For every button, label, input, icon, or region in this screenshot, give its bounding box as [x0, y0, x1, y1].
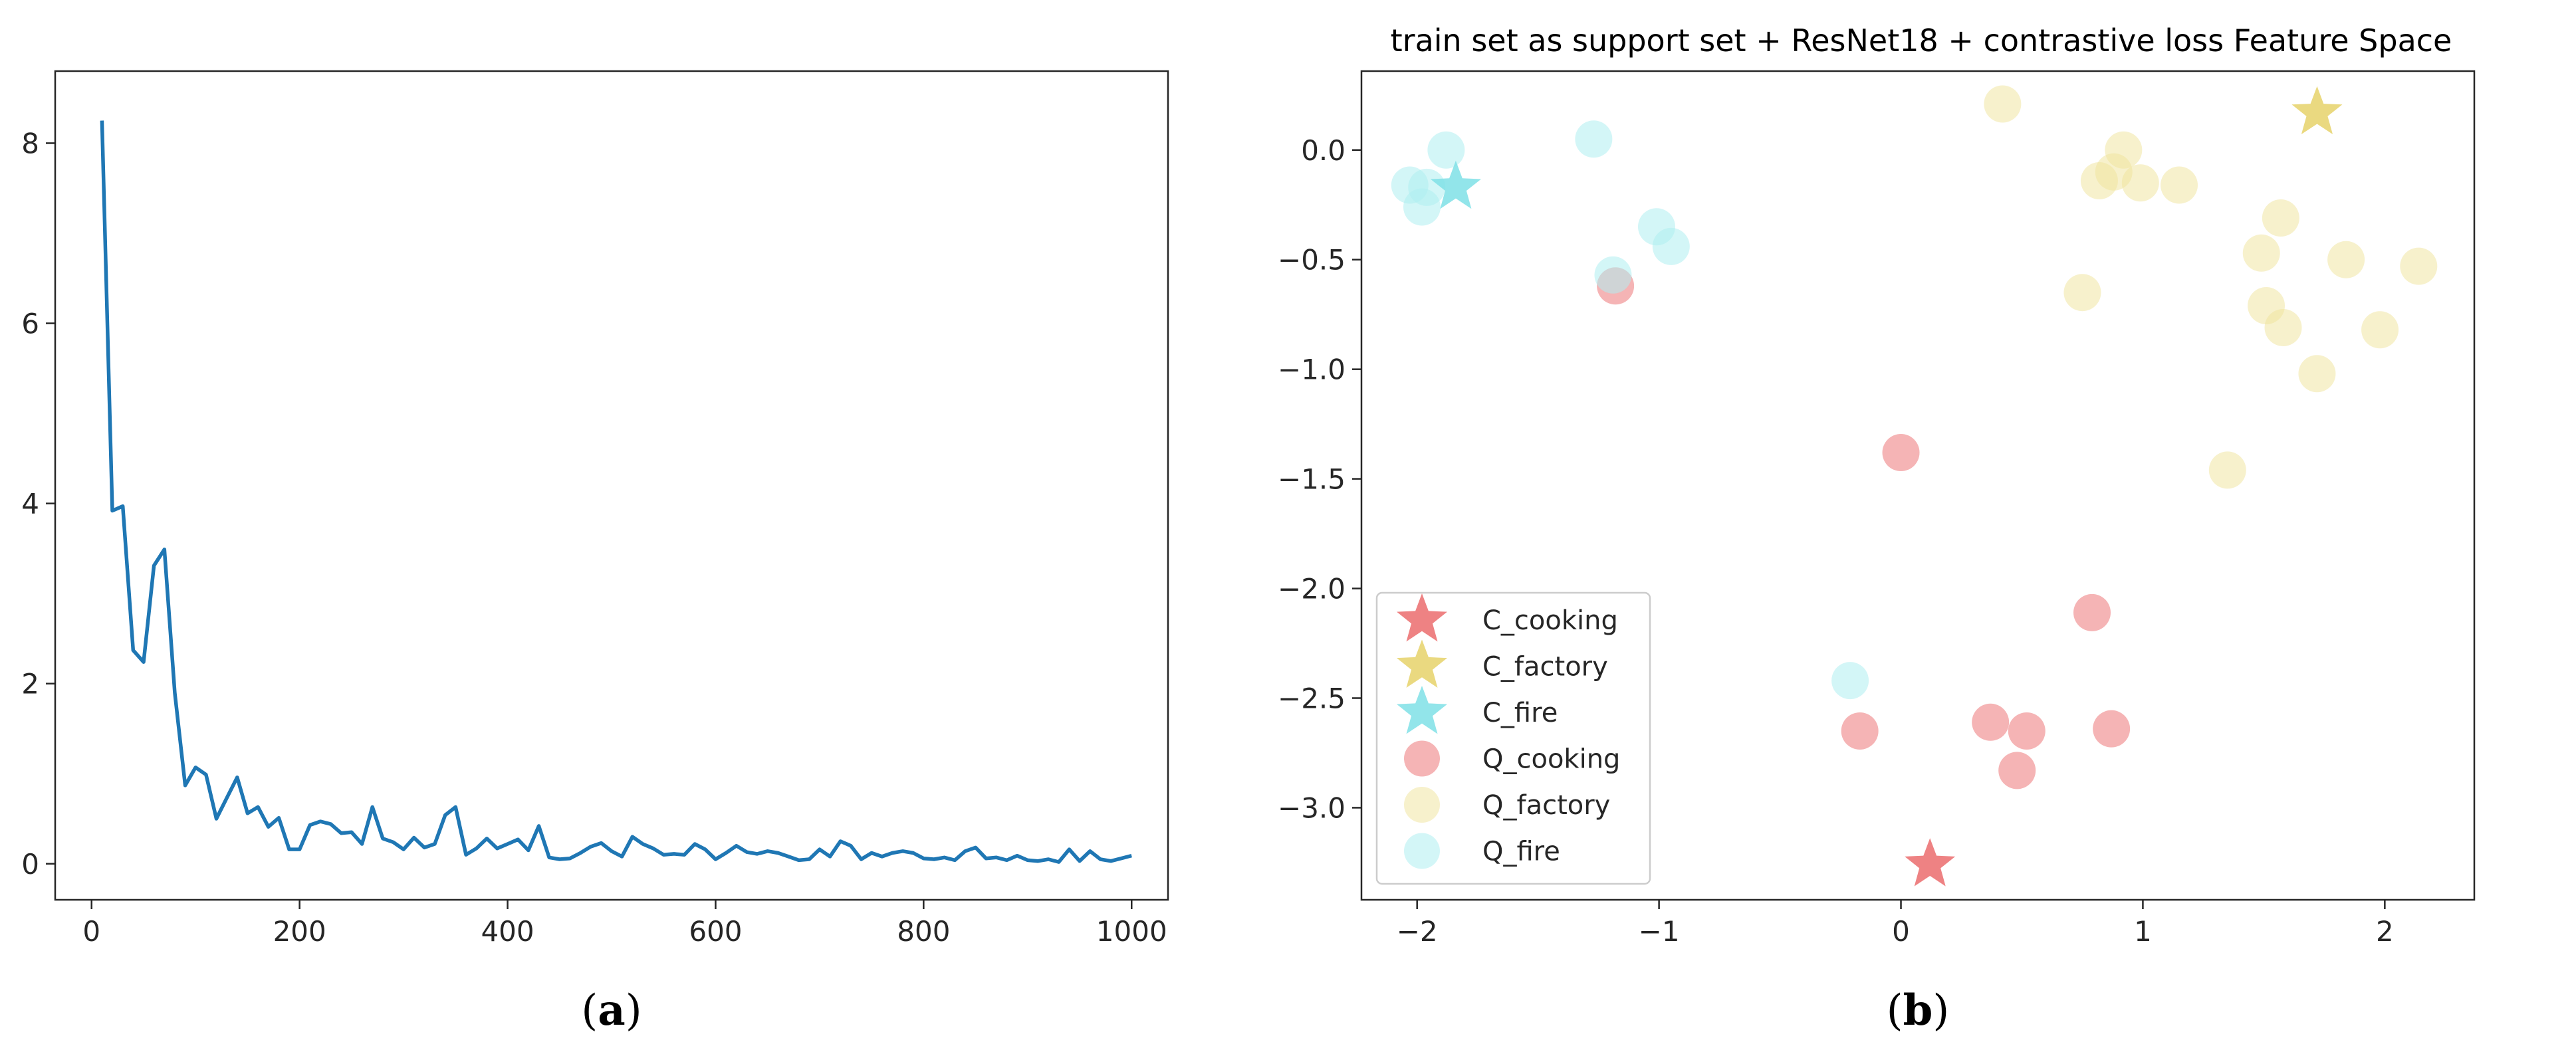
loss-curve-y-tick-label: 6	[21, 308, 39, 340]
loss-curve-y-ticks: 0 2 4 6 8	[21, 127, 55, 881]
loss-curve-marks	[100, 120, 1132, 864]
point-q-cooking	[2073, 593, 2111, 631]
legend-label-c-cooking: C_cooking	[1482, 605, 1618, 636]
loss-curve-x-ticks: 0 200 400 600 800 1000	[82, 900, 1167, 948]
point-q-factory	[1984, 85, 2022, 123]
caption-a-open: (	[581, 986, 598, 1035]
loss-curve-y-tick-label: 2	[21, 668, 39, 700]
feature-space-x-tick-label: 0	[1892, 915, 1910, 948]
loss-curve-y-tick-label: 8	[21, 127, 39, 159]
feature-space-y-tick-label: −2.0	[1278, 573, 1346, 605]
point-q-cooking	[1841, 712, 1879, 750]
feature-space-marks	[1391, 85, 2438, 887]
legend-marker-c-factory	[1397, 639, 1447, 688]
feature-space-y-ticks: 0.0 −0.5 −1.0 −1.5 −2.0 −2.5 −3.0	[1278, 134, 1361, 824]
feature-space-title: train set as support set + ResNet18 + co…	[1391, 23, 2452, 58]
point-q-factory	[2208, 451, 2246, 489]
point-q-cooking	[1998, 752, 2036, 789]
loss-series-line	[100, 120, 1132, 864]
loss-curve-y-tick-label: 4	[21, 488, 39, 520]
point-q-fire	[1831, 662, 1869, 700]
point-q-factory	[2264, 308, 2302, 346]
legend-label-q-cooking: Q_cooking	[1482, 744, 1620, 775]
caption-b-close: )	[1932, 986, 1949, 1035]
loss-curve-x-tick-label: 0	[82, 915, 100, 948]
point-q-fire	[1575, 120, 1613, 158]
point-q-cooking	[2093, 710, 2131, 748]
point-q-fire	[1427, 131, 1465, 169]
legend-label-c-fire: C_fire	[1482, 698, 1558, 728]
point-q-factory	[2262, 199, 2299, 237]
feature-space-axes-frame	[1360, 70, 2476, 901]
star-c-cooking	[1905, 838, 1956, 887]
feature-space-x-tick-label: −2	[1397, 915, 1438, 948]
loss-curve-x-tick-label: 1000	[1096, 915, 1167, 948]
point-q-fire	[1652, 227, 1690, 265]
legend-label-c-factory: C_factory	[1482, 652, 1608, 682]
feature-space-x-tick-label: −1	[1639, 915, 1680, 948]
point-q-cooking	[1882, 434, 1920, 472]
caption-a: (a)	[581, 986, 642, 1035]
point-q-factory	[2242, 234, 2280, 272]
feature-space-y-tick-label: 0.0	[1301, 134, 1346, 167]
legend-marker-q-factory	[1404, 787, 1440, 823]
loss-curve-x-tick-label: 800	[897, 915, 950, 948]
point-q-factory	[2327, 241, 2365, 278]
feature-space-y-tick-label: −2.5	[1278, 682, 1346, 714]
caption-b: (b)	[1887, 986, 1950, 1035]
legend-frame	[1375, 591, 1651, 885]
feature-space-x-tick-label: 2	[2376, 915, 2394, 948]
point-q-factory	[2400, 247, 2438, 285]
point-q-cooking	[1972, 703, 2010, 741]
legend-marker-q-cooking	[1404, 740, 1440, 777]
point-q-factory	[2063, 274, 2101, 312]
caption-a-close: )	[626, 986, 642, 1035]
legend-label-q-fire: Q_fire	[1482, 837, 1560, 867]
legend-label-q-factory: Q_factory	[1482, 790, 1610, 821]
caption-a-letter: a	[598, 986, 625, 1035]
loss-curve-chart: 0 200 400 600 800 1000 0 2 4 6 8	[21, 70, 1169, 948]
feature-space-x-ticks: −2 −1 0 1 2	[1397, 900, 2394, 948]
loss-curve-x-tick-label: 200	[273, 915, 326, 948]
star-c-factory	[2291, 86, 2343, 134]
caption-b-letter: b	[1903, 986, 1933, 1035]
loss-curve-x-tick-label: 600	[689, 915, 742, 948]
legend-marker-c-cooking	[1397, 593, 1447, 642]
feature-space-x-tick-label: 1	[2134, 915, 2152, 948]
point-q-factory	[2298, 355, 2336, 393]
feature-space-y-tick-label: −1.5	[1278, 463, 1346, 496]
legend-marker-q-fire	[1404, 833, 1440, 869]
feature-space-chart: train set as support set + ResNet18 + co…	[1278, 23, 2476, 948]
point-q-factory	[2121, 164, 2159, 202]
star-c-fire	[1430, 160, 1481, 209]
loss-curve-axes-frame	[54, 70, 1169, 901]
feature-space-y-tick-label: −3.0	[1278, 791, 1346, 824]
point-q-fire	[1403, 188, 1441, 226]
loss-curve-y-tick-label: 0	[21, 848, 39, 881]
feature-space-y-tick-label: −1.0	[1278, 354, 1346, 386]
caption-b-open: (	[1887, 986, 1903, 1035]
loss-curve-x-tick-label: 400	[481, 915, 534, 948]
point-q-fire	[1594, 256, 1632, 294]
point-q-factory	[2161, 166, 2198, 204]
feature-space-y-tick-label: −0.5	[1278, 244, 1346, 276]
point-q-factory	[2361, 311, 2399, 349]
legend-marker-c-fire	[1397, 686, 1447, 734]
feature-space-legend: C_cooking C_factory C_fire Q_cooking Q_facto…	[1375, 591, 1651, 885]
point-q-cooking	[2008, 712, 2046, 750]
